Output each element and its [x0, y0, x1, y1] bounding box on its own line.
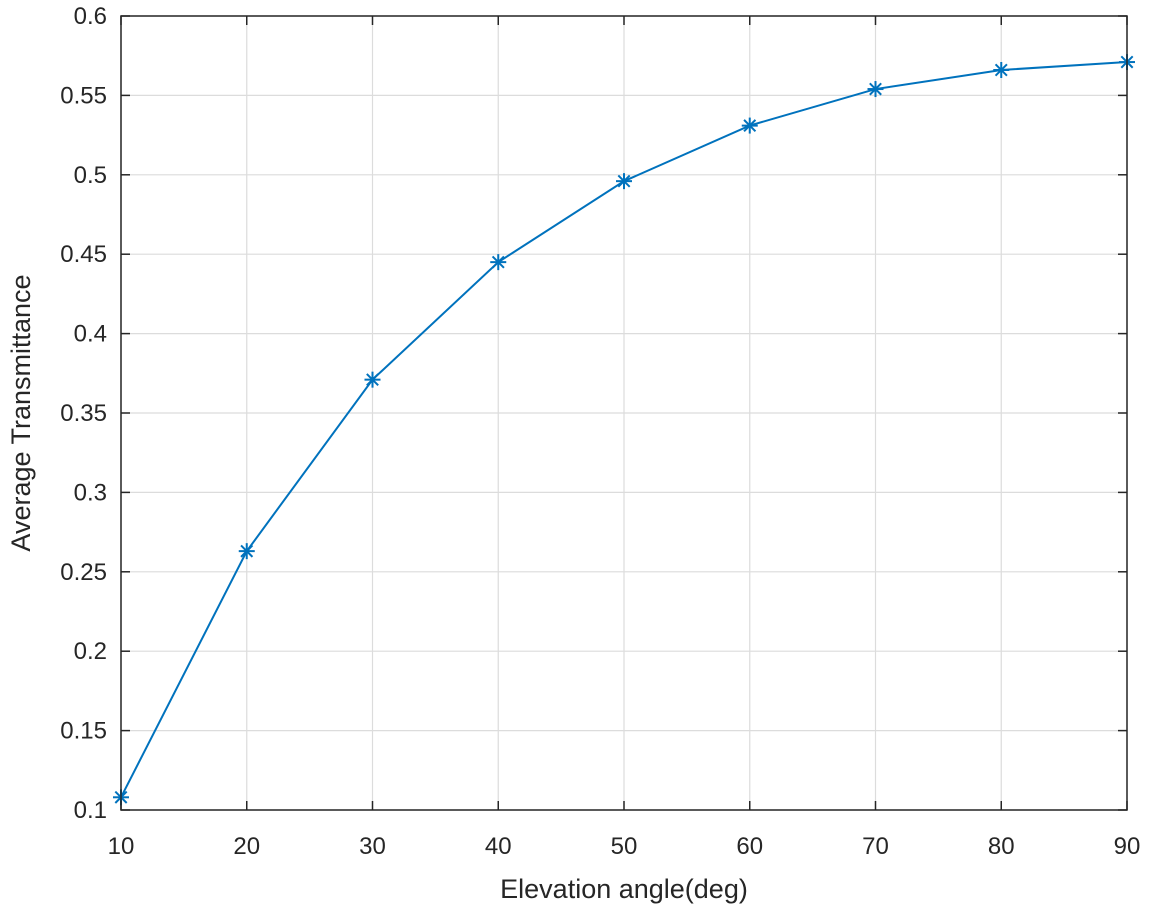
x-tick-label: 40	[485, 833, 512, 860]
x-axis-ticks: 10 20 30 40 50 60 70 80 90	[108, 16, 1141, 860]
y-tick-label: 0.5	[74, 162, 107, 189]
y-tick-label: 0.15	[60, 718, 107, 745]
y-tick-label: 0.1	[74, 797, 107, 824]
x-tick-label: 80	[988, 833, 1015, 860]
y-tick-label: 0.45	[60, 241, 107, 268]
data-point-marker	[238, 543, 255, 560]
y-axis-label: Average Transmittance	[6, 274, 36, 551]
data-point-marker	[993, 61, 1010, 78]
y-tick-label: 0.35	[60, 400, 107, 427]
y-axis-ticks: 0.1 0.15 0.2 0.25 0.3 0.35 0.4 0.45 0.5 0.55 0.6	[60, 3, 1127, 824]
y-tick-label: 0.55	[60, 82, 107, 109]
data-point-marker	[867, 81, 884, 98]
x-axis-label: Elevation angle(deg)	[500, 874, 748, 904]
y-tick-label: 0.6	[74, 3, 107, 30]
y-tick-label: 0.3	[74, 479, 107, 506]
y-tick-label: 0.2	[74, 638, 107, 665]
y-tick-label: 0.4	[74, 321, 107, 348]
x-tick-label: 30	[359, 833, 386, 860]
y-tick-label: 0.25	[60, 559, 107, 586]
x-tick-label: 70	[862, 833, 889, 860]
x-tick-label: 20	[233, 833, 260, 860]
data-point-marker	[364, 371, 381, 388]
data-point-marker	[490, 254, 507, 271]
x-tick-label: 60	[736, 833, 763, 860]
x-tick-label: 50	[611, 833, 638, 860]
x-tick-label: 10	[108, 833, 135, 860]
data-point-marker	[741, 117, 758, 134]
data-point-marker	[616, 173, 632, 190]
x-tick-label: 90	[1114, 833, 1141, 860]
